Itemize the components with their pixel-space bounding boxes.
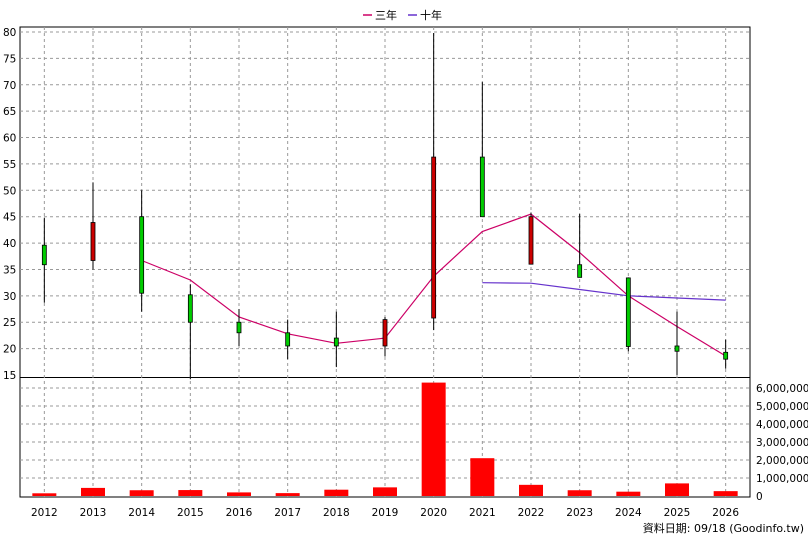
candle-body	[431, 156, 437, 319]
volume-bar	[713, 491, 738, 496]
volume-bar	[32, 493, 57, 496]
candle-body	[90, 222, 96, 261]
x-tick-label: 2025	[664, 507, 691, 519]
x-tick-label: 2020	[420, 507, 447, 519]
x-tick-label: 2014	[128, 507, 155, 519]
volume-bar	[665, 483, 689, 496]
price-tick-label: 35	[3, 264, 16, 276]
candle-body	[479, 156, 485, 218]
volume-bar	[81, 487, 105, 496]
price-tick-label: 20	[3, 344, 16, 356]
legend: 三年 十年	[363, 8, 442, 22]
x-tick-label: 2019	[372, 507, 399, 519]
price-tick-label: 65	[3, 106, 16, 118]
volume-bar	[616, 491, 641, 496]
x-tick-label: 2024	[615, 507, 642, 519]
price-tick-label: 70	[3, 80, 16, 92]
volume-bar	[519, 484, 543, 496]
volume-bar	[275, 493, 300, 496]
price-tick-label: 40	[3, 238, 16, 250]
price-tick-label: 55	[3, 159, 16, 171]
x-tick-label: 2022	[518, 507, 545, 519]
candle-body	[139, 216, 145, 294]
candle-body	[577, 264, 583, 278]
candle-body	[674, 345, 680, 352]
price-tick-label: 75	[3, 53, 16, 65]
plot-area: 807570656055504540353025201501,000,0002,…	[3, 26, 808, 519]
volume-bar	[373, 487, 397, 496]
price-tick-label: 60	[3, 133, 16, 145]
legend-label-three-year: 三年	[375, 8, 397, 22]
volume-bar	[178, 490, 203, 496]
volume-bar	[227, 492, 251, 496]
volume-tick-label: 5,000,000	[756, 401, 808, 413]
x-tick-label: 2026	[712, 507, 739, 519]
legend-label-ten-year: 十年	[420, 8, 442, 22]
candle-body	[333, 337, 339, 347]
volume-bar	[470, 458, 495, 496]
candle-body	[285, 332, 291, 347]
candle-body	[236, 321, 242, 334]
x-tick-label: 2016	[226, 507, 253, 519]
price-tick-label: 80	[3, 27, 16, 39]
candle-body	[41, 244, 47, 266]
candle-body	[382, 319, 388, 347]
volume-bar	[324, 489, 349, 496]
x-tick-label: 2023	[566, 507, 593, 519]
volume-bar	[129, 490, 154, 496]
volume-bar	[567, 490, 592, 496]
x-tick-label: 2021	[469, 507, 496, 519]
volume-tick-label: 2,000,000	[756, 455, 808, 467]
volume-tick-label: 3,000,000	[756, 437, 808, 449]
price-tick-label: 50	[3, 185, 16, 197]
moving-average-line	[482, 282, 726, 301]
price-tick-label: 15	[3, 370, 16, 382]
candle-body	[187, 294, 193, 323]
volume-tick-label: 1,000,000	[756, 473, 808, 485]
volume-tick-label: 6,000,000	[756, 383, 808, 395]
price-tick-label: 25	[3, 317, 16, 329]
candle-body	[625, 277, 631, 347]
x-tick-label: 2018	[323, 507, 350, 519]
x-tick-label: 2015	[177, 507, 204, 519]
x-tick-label: 2012	[31, 507, 58, 519]
volume-tick-label: 4,000,000	[756, 419, 808, 431]
x-tick-label: 2013	[80, 507, 107, 519]
price-tick-label: 30	[3, 291, 16, 303]
data-date-footer: 資料日期: 09/18 (Goodinfo.tw)	[643, 521, 804, 535]
candle-body	[528, 216, 534, 265]
volume-bar	[421, 382, 446, 496]
candle-body	[723, 351, 729, 360]
x-tick-label: 2017	[274, 507, 301, 519]
price-tick-label: 45	[3, 212, 16, 224]
volume-tick-label: 0	[756, 491, 763, 503]
